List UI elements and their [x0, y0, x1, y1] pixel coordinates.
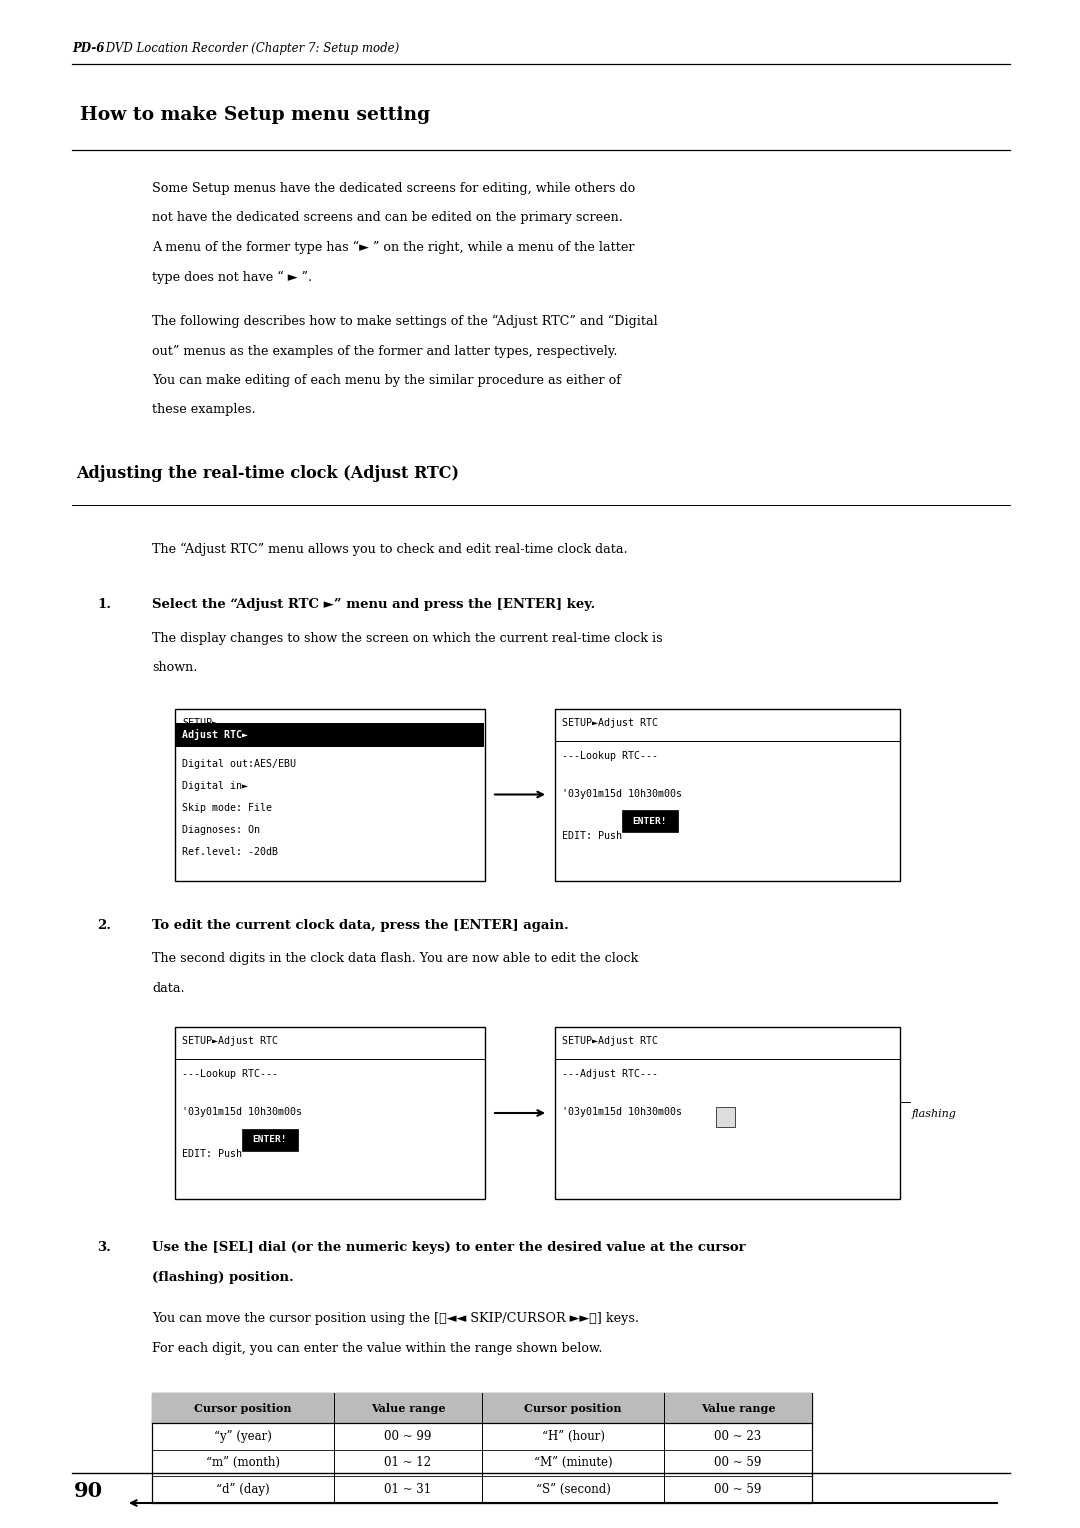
Text: 00 ~ 99: 00 ~ 99 — [384, 1430, 432, 1442]
Text: data.: data. — [152, 981, 185, 995]
Text: For each digit, you can enter the value within the range shown below.: For each digit, you can enter the value … — [152, 1342, 603, 1354]
Text: 90: 90 — [75, 1481, 103, 1500]
Text: Adjusting the real-time clock (Adjust RTC): Adjusting the real-time clock (Adjust RT… — [76, 465, 459, 481]
FancyBboxPatch shape — [555, 1027, 900, 1199]
Text: “H” (hour): “H” (hour) — [541, 1430, 605, 1442]
Text: How to make Setup menu setting: How to make Setup menu setting — [80, 105, 430, 124]
Text: Digital in►: Digital in► — [183, 781, 248, 790]
Text: 01 ~ 31: 01 ~ 31 — [384, 1482, 432, 1496]
Text: Use the [SEL] dial (or the numeric keys) to enter the desired value at the curso: Use the [SEL] dial (or the numeric keys)… — [152, 1241, 745, 1254]
Text: these examples.: these examples. — [152, 403, 256, 417]
Text: 2.: 2. — [97, 918, 111, 932]
Text: (flashing) position.: (flashing) position. — [152, 1270, 294, 1284]
Text: The following describes how to make settings of the “Adjust RTC” and “Digital: The following describes how to make sett… — [152, 315, 658, 329]
Text: ---Adjust RTC---: ---Adjust RTC--- — [562, 1070, 658, 1079]
Text: Ref.level: -20dB: Ref.level: -20dB — [183, 847, 278, 857]
Text: type does not have “ ► ”.: type does not have “ ► ”. — [152, 270, 312, 284]
Text: Skip mode: File: Skip mode: File — [183, 802, 272, 813]
Text: “y” (year): “y” (year) — [214, 1430, 272, 1442]
FancyBboxPatch shape — [152, 1394, 812, 1502]
Text: ENTER!: ENTER! — [253, 1135, 287, 1144]
Text: 00 ~ 59: 00 ~ 59 — [714, 1482, 761, 1496]
Text: Adjust RTC►: Adjust RTC► — [183, 729, 248, 740]
Text: The second digits in the clock data flash. You are now able to edit the clock: The second digits in the clock data flas… — [152, 952, 638, 966]
Text: The display changes to show the screen on which the current real-time clock is: The display changes to show the screen o… — [152, 631, 663, 645]
Text: To edit the current clock data, press the [ENTER] again.: To edit the current clock data, press th… — [152, 918, 569, 932]
Text: DVD Location Recorder (Chapter 7: Setup mode): DVD Location Recorder (Chapter 7: Setup … — [102, 41, 400, 55]
Text: SETUP►Adjust RTC: SETUP►Adjust RTC — [562, 718, 658, 727]
Text: EDIT: Push: EDIT: Push — [562, 831, 627, 840]
FancyBboxPatch shape — [175, 709, 485, 880]
Text: SETUP►: SETUP► — [183, 718, 218, 727]
Text: PD-6: PD-6 — [72, 41, 105, 55]
Text: ---Lookup RTC---: ---Lookup RTC--- — [562, 750, 658, 761]
Text: '03y01m15d 10h30m00s: '03y01m15d 10h30m00s — [562, 1106, 681, 1117]
Text: shown.: shown. — [152, 662, 198, 674]
Text: ---Lookup RTC---: ---Lookup RTC--- — [183, 1070, 278, 1079]
Text: Some Setup menus have the dedicated screens for editing, while others do: Some Setup menus have the dedicated scre… — [152, 182, 635, 196]
Text: The “Adjust RTC” menu allows you to check and edit real-time clock data.: The “Adjust RTC” menu allows you to chec… — [152, 542, 627, 556]
Text: Value range: Value range — [701, 1403, 775, 1413]
Text: You can make editing of each menu by the similar procedure as either of: You can make editing of each menu by the… — [152, 374, 621, 387]
Text: “S” (second): “S” (second) — [536, 1482, 610, 1496]
Text: 3.: 3. — [97, 1241, 111, 1254]
Text: 00 ~ 23: 00 ~ 23 — [714, 1430, 761, 1442]
FancyBboxPatch shape — [175, 1027, 485, 1199]
Text: 00 ~ 59: 00 ~ 59 — [714, 1456, 761, 1470]
Text: Digital out:AES/EBU: Digital out:AES/EBU — [183, 758, 296, 769]
Text: '03y01m15d 10h30m00s: '03y01m15d 10h30m00s — [562, 788, 681, 799]
Text: “m” (month): “m” (month) — [206, 1456, 280, 1470]
Text: not have the dedicated screens and can be edited on the primary screen.: not have the dedicated screens and can b… — [152, 211, 623, 225]
Text: A menu of the former type has “► ” on the right, while a menu of the latter: A menu of the former type has “► ” on th… — [152, 241, 635, 254]
FancyBboxPatch shape — [152, 1394, 812, 1423]
Text: flashing: flashing — [912, 1109, 957, 1118]
Text: out” menus as the examples of the former and latter types, respectively.: out” menus as the examples of the former… — [152, 344, 618, 358]
FancyBboxPatch shape — [621, 810, 677, 833]
Text: SETUP►Adjust RTC: SETUP►Adjust RTC — [183, 1036, 278, 1047]
Text: 1.: 1. — [97, 597, 111, 611]
FancyBboxPatch shape — [715, 1106, 735, 1126]
Text: You can move the cursor position using the [⧏◄◄ SKIP/CURSOR ►►⫩] keys.: You can move the cursor position using t… — [152, 1313, 639, 1325]
Text: “d” (day): “d” (day) — [216, 1482, 270, 1496]
FancyBboxPatch shape — [242, 1129, 297, 1151]
Text: Value range: Value range — [370, 1403, 445, 1413]
Text: Cursor position: Cursor position — [194, 1403, 292, 1413]
FancyBboxPatch shape — [555, 709, 900, 880]
Text: ENTER!: ENTER! — [632, 816, 666, 825]
Text: “M” (minute): “M” (minute) — [534, 1456, 612, 1470]
FancyBboxPatch shape — [176, 723, 484, 747]
Text: SETUP►Adjust RTC: SETUP►Adjust RTC — [562, 1036, 658, 1047]
Text: EDIT: Push: EDIT: Push — [183, 1149, 248, 1160]
Text: Select the “Adjust RTC ►” menu and press the [ENTER] key.: Select the “Adjust RTC ►” menu and press… — [152, 597, 595, 611]
Text: '03y01m15d 10h30m00s: '03y01m15d 10h30m00s — [183, 1106, 302, 1117]
Text: 01 ~ 12: 01 ~ 12 — [384, 1456, 432, 1470]
Text: Cursor position: Cursor position — [524, 1403, 622, 1413]
Text: Diagnoses: On: Diagnoses: On — [183, 825, 260, 834]
